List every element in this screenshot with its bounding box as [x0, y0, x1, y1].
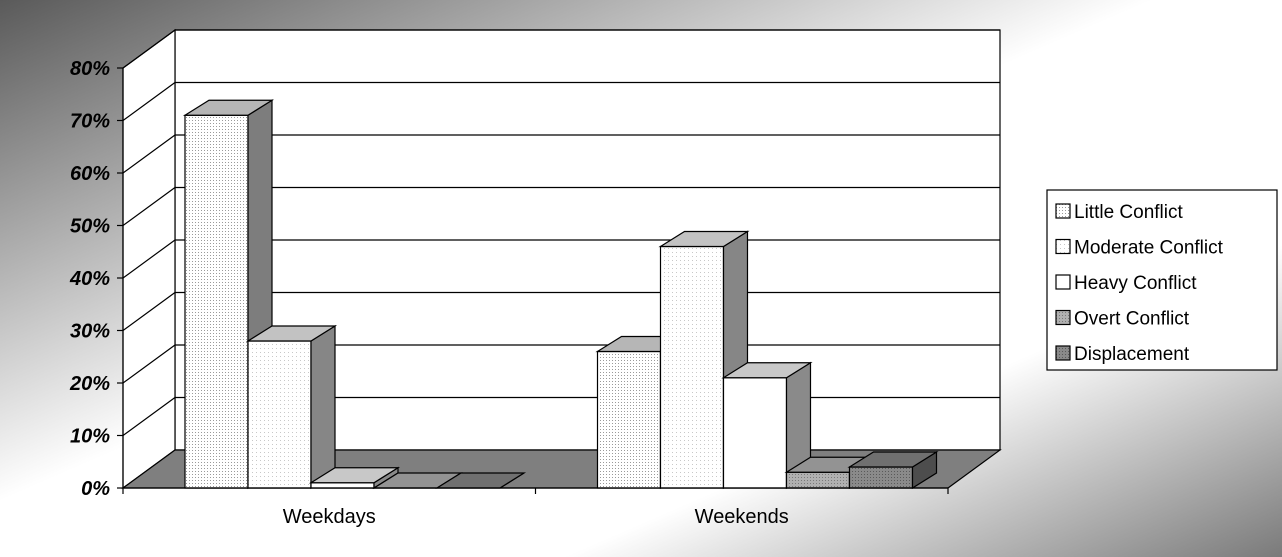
- y-tick-label: 70%: [70, 111, 110, 133]
- bar-front: [722, 377, 788, 489]
- legend-label: Moderate Conflict: [1074, 238, 1224, 259]
- bar: [245, 324, 338, 490]
- bar-top: [721, 362, 813, 379]
- y-tick-label: 30%: [70, 321, 110, 343]
- legend-label: Heavy Conflict: [1074, 273, 1197, 294]
- bar-front: [596, 350, 662, 489]
- bar-front: [848, 466, 914, 489]
- bar-front: [785, 471, 851, 489]
- bar-front: [184, 114, 249, 489]
- legend-label: Little Conflict: [1074, 202, 1183, 223]
- legend-swatch: [1055, 345, 1071, 361]
- y-tick-label: 50%: [70, 216, 110, 238]
- y-tick-label: 20%: [69, 373, 110, 395]
- y-tick-label: 60%: [70, 163, 110, 185]
- bar-front: [310, 482, 375, 489]
- gridline: [122, 186, 1000, 226]
- y-tick-label: 10%: [70, 426, 110, 448]
- y-tick-label: 0%: [81, 478, 110, 500]
- legend-label: Displacement: [1074, 344, 1190, 365]
- legend-swatch: [1055, 238, 1071, 255]
- bar-top: [182, 99, 275, 116]
- bar-top: [847, 451, 939, 468]
- legend-swatch: [1055, 274, 1071, 290]
- gridline: [122, 134, 1000, 174]
- bar-side: [310, 324, 336, 490]
- x-tick-label: Weekends: [695, 506, 789, 528]
- bar-top: [308, 467, 401, 484]
- legend-swatch: [1055, 309, 1071, 326]
- y-tick-label: 40%: [69, 268, 110, 290]
- gridline: [122, 29, 1000, 69]
- bar-front: [659, 245, 725, 489]
- bar: [721, 361, 813, 490]
- y-tick-label: 80%: [70, 58, 110, 80]
- bar: [847, 450, 939, 490]
- legend-box: [1046, 189, 1278, 371]
- legend-label: Overt Conflict: [1074, 309, 1190, 330]
- gridline: [122, 81, 1000, 121]
- bar-top: [245, 325, 338, 342]
- bar-top: [658, 230, 750, 248]
- bar-front: [247, 340, 312, 489]
- legend-swatch: [1055, 203, 1071, 219]
- bar: [308, 466, 401, 490]
- x-tick-label: Weekdays: [283, 506, 376, 528]
